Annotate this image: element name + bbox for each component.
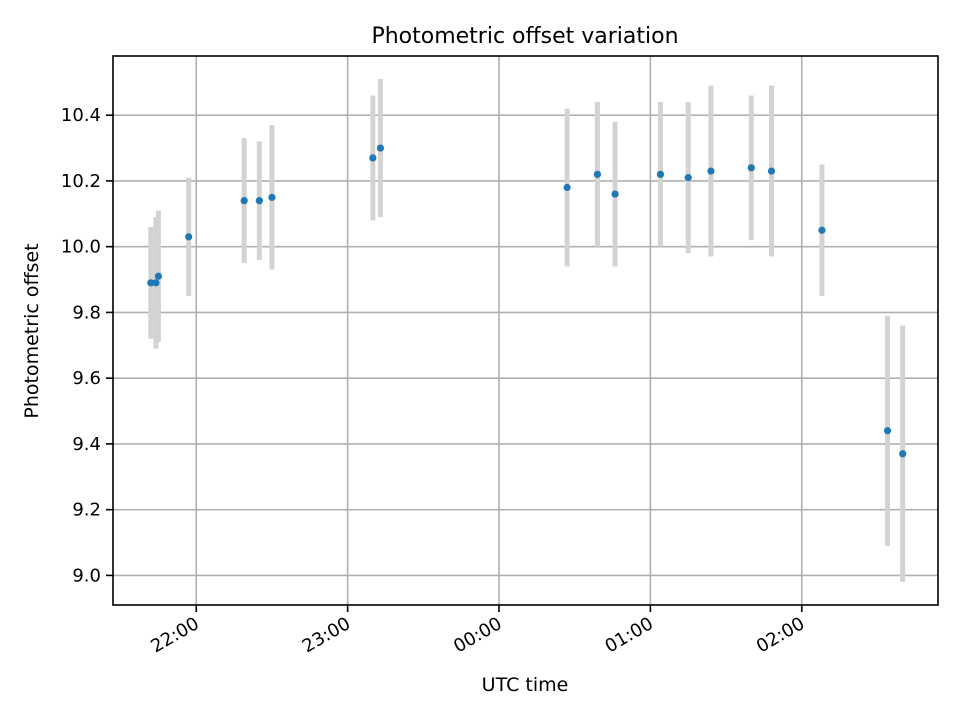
data-point [369,154,377,162]
data-point [593,170,602,178]
data-point [268,193,276,201]
data-point [818,226,826,234]
y-tick-label: 10.0 [61,237,101,258]
y-tick-label: 9.6 [72,368,101,389]
x-axis-label: UTC time [482,674,569,696]
data-point [152,279,160,287]
data-point [707,167,715,175]
data-point [899,450,907,458]
y-tick-label: 10.2 [61,171,101,192]
x-tick-label: 01:00 [601,613,656,657]
data-point [255,197,263,205]
x-tick-label: 22:00 [147,613,202,657]
data-point [154,272,163,280]
y-tick-label: 9.2 [72,500,101,521]
data-point [611,190,619,198]
x-tick-label: 00:00 [450,613,505,657]
data-point [747,164,755,172]
data-point [684,174,692,182]
ticks: 22:00 23:00 00:00 01:00 02:00 9.0 9.2 9.4 9.6 9.8… [61,105,808,657]
data-point [767,167,776,175]
y-axis-label: Photometric offset [21,243,43,418]
data-point [147,279,155,287]
error-bars [148,79,906,582]
data-point [185,233,193,241]
y-tick-label: 9.4 [72,434,101,455]
y-tick-label: 10.4 [61,105,101,126]
y-tick-label: 9.0 [72,565,101,586]
data-point [883,427,892,435]
chart-title: Photometric offset variation [371,24,678,49]
data-points [147,144,907,458]
data-point [376,144,385,152]
data-point [656,170,665,178]
grid-layer [113,56,938,605]
x-tick-label: 02:00 [753,613,808,657]
y-tick-label: 9.8 [72,302,101,323]
x-tick-label: 23:00 [299,613,354,657]
data-point [240,197,248,205]
data-point [563,183,571,192]
plot-frame [112,55,939,606]
